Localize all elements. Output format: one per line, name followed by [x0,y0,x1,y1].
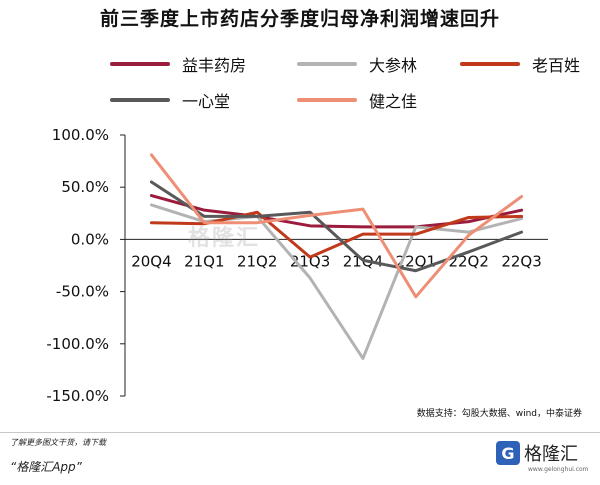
y-tick-label: 100.0% [52,126,109,144]
x-tick-label: 21Q1 [184,252,224,270]
legend-label: 健之佳 [369,92,418,111]
y-tick-label: -150.0% [46,387,109,405]
watermark-text: 格隆汇 [188,226,261,251]
legend-swatch [297,62,357,66]
footer-app-name: “格隆汇App” [10,460,82,474]
series-line [149,180,524,273]
brand-logo: G 格隆汇 [496,440,578,466]
legend-swatch [110,62,170,66]
x-tick-label: 21Q2 [237,252,277,270]
x-tick-label: 20Q4 [131,252,171,270]
legend-swatch [460,62,520,66]
legend-label: 益丰药房 [182,56,247,75]
y-tick-label: -100.0% [46,335,109,353]
legend-item: 益丰药房 [110,52,246,76]
legend-item: 一心堂 [110,88,230,112]
legend-item: 大参林 [297,52,417,76]
x-tick-label: 22Q3 [501,252,541,270]
logo-url: www.gelonghui.com [528,466,589,473]
footer-divider [0,432,600,433]
legend-item: 老百姓 [460,52,580,76]
y-tick-label: 50.0% [61,178,109,196]
x-tick-label: 22Q2 [448,252,488,270]
data-source: 数据支持：勾股大数据、wind，中泰证券 [416,409,582,419]
y-tick-label: 0.0% [71,230,109,248]
legend-swatch [110,98,170,102]
chart-title: 前三季度上市药店分季度归母净利润增速回升 [99,8,500,30]
legend-swatch [297,98,357,102]
logo-icon: G [496,441,520,465]
y-tick-label: -50.0% [56,283,109,301]
chart-legend: 益丰药房 大参林 老百姓一心堂 健之佳 [0,0,600,120]
legend-label: 一心堂 [182,92,231,111]
series-line [149,194,524,229]
legend-label: 大参林 [369,56,418,75]
footer-hint: 了解更多图文干货，请下载 [10,438,106,447]
logo-text: 格隆汇 [524,444,578,465]
legend-label: 老百姓 [532,56,581,75]
series-line [149,153,524,299]
legend-item: 健之佳 [297,88,417,112]
